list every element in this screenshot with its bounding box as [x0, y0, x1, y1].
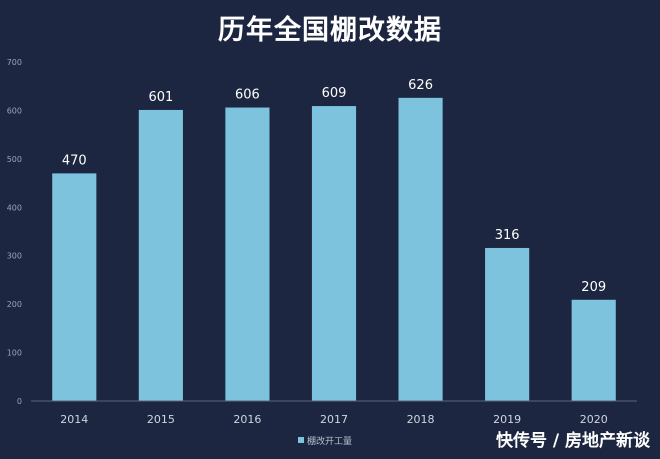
- y-tick-label: 0: [17, 397, 22, 406]
- data-label: 470: [62, 153, 87, 168]
- y-axis-ticks: 0 100 200 300 400 500 600 700: [7, 58, 22, 406]
- bar: [52, 173, 97, 401]
- y-tick-label: 500: [7, 155, 22, 164]
- y-tick-label: 400: [7, 203, 22, 212]
- data-label: 316: [495, 228, 520, 243]
- bar: [571, 299, 616, 401]
- x-tick-label: 2014: [60, 413, 88, 426]
- legend: 棚改开工量: [298, 435, 352, 447]
- watermark: 快传号 / 房地产新谈: [495, 431, 650, 451]
- bar: [485, 247, 530, 401]
- chart-title: 历年全国棚改数据: [218, 15, 442, 46]
- legend-swatch: [298, 437, 304, 443]
- x-tick-label: 2017: [320, 413, 348, 426]
- x-tick-label: 2016: [233, 413, 261, 426]
- data-label: 609: [322, 86, 347, 101]
- x-tick-label: 2018: [407, 413, 435, 426]
- x-tick-label: 2019: [493, 413, 521, 426]
- data-label: 601: [148, 90, 173, 105]
- x-tick-label: 2020: [580, 413, 608, 426]
- bar: [138, 109, 183, 402]
- y-tick-label: 300: [7, 252, 22, 261]
- y-tick-label: 600: [7, 106, 22, 115]
- data-label: 626: [408, 78, 433, 93]
- y-tick-label: 200: [7, 300, 22, 309]
- bar: [398, 97, 443, 401]
- data-label: 606: [235, 88, 260, 103]
- legend-label: 棚改开工量: [307, 435, 352, 447]
- y-tick-label: 700: [7, 58, 22, 67]
- bar: [225, 107, 270, 401]
- data-label: 209: [581, 280, 606, 295]
- data-labels: 470 601 606 609 626 316 209: [62, 78, 606, 295]
- x-tick-label: 2015: [147, 413, 175, 426]
- x-axis-ticks: 2014 2015 2016 2017 2018 2019 2020: [60, 413, 607, 426]
- y-tick-label: 100: [7, 349, 22, 358]
- bar: [311, 106, 357, 401]
- bars: [52, 97, 616, 402]
